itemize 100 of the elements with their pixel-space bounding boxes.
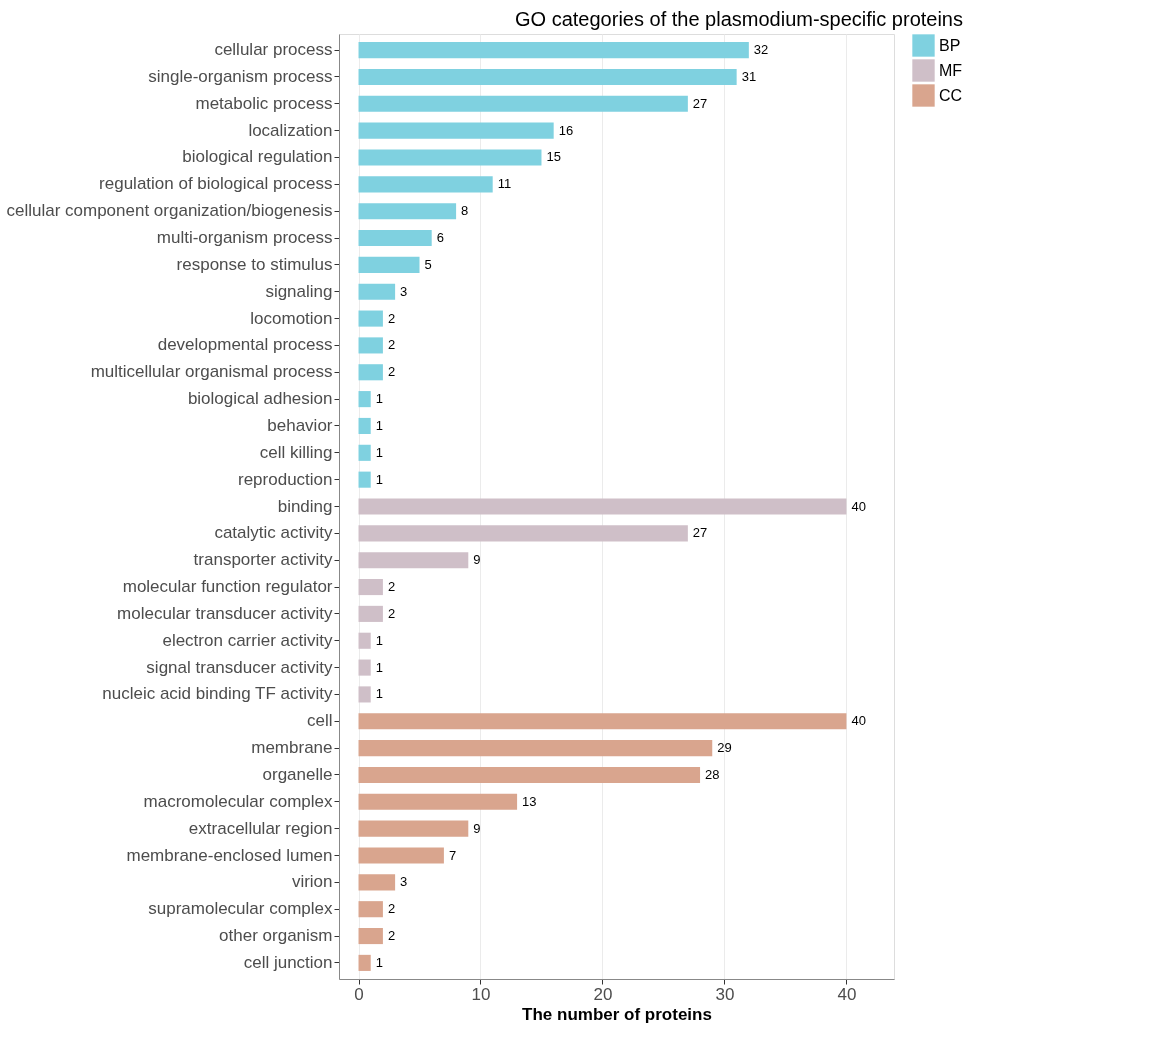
- y-tick-label: catalytic activity: [214, 523, 333, 543]
- data-label: 5: [424, 256, 432, 272]
- bar: [358, 498, 847, 515]
- y-tick-label: macromolecular complex: [143, 791, 333, 811]
- y-tick-label: signaling: [265, 281, 333, 301]
- data-label: 2: [387, 579, 396, 595]
- y-tick-label: locomotion: [250, 308, 333, 328]
- data-label: 15: [546, 149, 561, 165]
- y-tick-label: behavior: [267, 415, 333, 435]
- data-label: 31: [741, 68, 757, 84]
- data-label: 2: [387, 605, 396, 621]
- bar: [358, 686, 371, 703]
- data-label: 1: [375, 659, 383, 675]
- bar: [358, 337, 383, 354]
- bar: [358, 632, 371, 649]
- y-tick-label: response to stimulus: [176, 254, 333, 274]
- y-tick-label: cell killing: [259, 442, 333, 462]
- bar: [358, 847, 444, 864]
- data-label: 40: [851, 713, 866, 729]
- data-label: 28: [705, 766, 720, 782]
- data-label: 6: [436, 230, 444, 246]
- data-label: 8: [461, 203, 469, 219]
- bar: [358, 901, 383, 918]
- bar: [358, 820, 469, 837]
- data-label: 32: [753, 42, 769, 58]
- y-tick-label: biological regulation: [182, 147, 333, 167]
- y-tick-label: organelle: [262, 764, 333, 784]
- bar: [358, 68, 737, 86]
- y-tick-label: regulation of biological process: [99, 174, 333, 194]
- y-tick-label: membrane: [251, 738, 333, 758]
- y-tick-label: transporter activity: [193, 550, 333, 570]
- x-tick-label: 30: [715, 984, 735, 1004]
- x-tick-label: 20: [593, 984, 613, 1004]
- y-tick-label: localization: [248, 120, 333, 140]
- bar: [358, 95, 688, 112]
- data-label: 2: [387, 310, 396, 326]
- data-label: 1: [375, 632, 383, 648]
- y-tick-label: cell: [306, 711, 333, 731]
- bar: [358, 605, 383, 622]
- legend-label: MF: [939, 61, 963, 79]
- bar: [358, 659, 371, 676]
- bar: [358, 149, 542, 166]
- y-tick-label: multicellular organismal process: [90, 362, 333, 382]
- data-label: 29: [717, 740, 732, 756]
- data-label: 2: [387, 901, 396, 917]
- data-label: 16: [558, 122, 574, 138]
- bar: [358, 444, 371, 461]
- y-tick-label: electron carrier activity: [162, 630, 333, 650]
- bar: [358, 229, 432, 247]
- y-tick-label: signal transducer activity: [146, 657, 333, 677]
- data-label: 9: [473, 552, 481, 568]
- data-label: 27: [692, 95, 708, 111]
- bar: [358, 793, 518, 810]
- y-tick-label: virion: [291, 872, 333, 892]
- y-tick-label: molecular function regulator: [122, 577, 333, 597]
- data-label: 1: [375, 471, 383, 487]
- y-tick-label: developmental process: [157, 335, 333, 355]
- data-label: 27: [692, 525, 708, 541]
- bar: [358, 766, 701, 784]
- y-tick-label: nucleic acid binding TF activity: [102, 684, 333, 704]
- data-label: 3: [400, 283, 408, 299]
- y-tick-label: cellular component organization/biogenesis: [6, 201, 333, 221]
- x-tick-label: 10: [471, 984, 491, 1004]
- bar: [358, 391, 371, 408]
- data-label: 1: [375, 391, 383, 407]
- bar: [358, 283, 396, 300]
- chart-title: GO categories of the plasmodium-specific proteins: [515, 8, 963, 30]
- y-tick-label: molecular transducer activity: [117, 603, 333, 623]
- y-tick-label: cell junction: [243, 952, 333, 972]
- data-label: 13: [522, 793, 537, 809]
- data-label: 2: [387, 364, 396, 380]
- y-tick-label: other organism: [219, 926, 333, 946]
- legend-label: CC: [939, 86, 963, 104]
- y-tick-label: cellular process: [214, 40, 333, 60]
- x-axis-title: The number of proteins: [522, 1004, 712, 1024]
- bar: [358, 525, 688, 542]
- bar: [358, 471, 371, 488]
- y-tick-label: extracellular region: [188, 818, 333, 838]
- x-tick-label: 0: [354, 984, 364, 1004]
- data-label: 1: [375, 444, 383, 460]
- bar: [358, 552, 469, 569]
- data-label: 1: [375, 954, 383, 970]
- bar: [358, 122, 554, 139]
- y-tick-label: supramolecular complex: [148, 899, 333, 919]
- bar: [358, 364, 383, 381]
- data-label: 9: [473, 820, 481, 836]
- bar: [358, 954, 371, 971]
- bar: [358, 578, 383, 596]
- data-label: 7: [448, 847, 457, 863]
- legend-label: BP: [939, 36, 961, 54]
- bar: [358, 42, 749, 59]
- data-label: 40: [851, 498, 866, 514]
- x-tick-label: 40: [837, 984, 857, 1004]
- bar: [358, 740, 713, 757]
- y-tick-label: binding: [277, 496, 333, 516]
- bar: [358, 927, 383, 945]
- bar: [358, 256, 420, 273]
- y-tick-label: reproduction: [237, 469, 333, 489]
- bar: [358, 176, 493, 193]
- y-tick-label: single-organism process: [148, 66, 333, 86]
